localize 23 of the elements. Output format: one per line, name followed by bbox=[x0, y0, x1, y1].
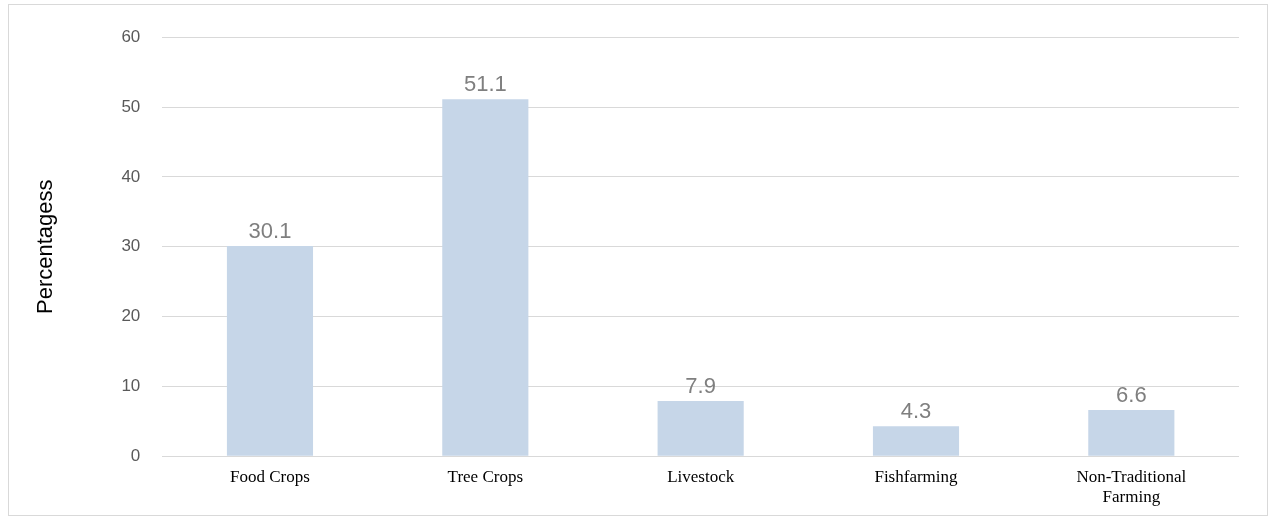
bar bbox=[442, 99, 529, 456]
bar bbox=[1088, 410, 1175, 456]
data-label: 6.6 bbox=[1116, 382, 1147, 408]
data-label: 7.9 bbox=[685, 373, 716, 399]
x-tick-label: Tree Crops bbox=[447, 466, 524, 486]
y-tick-label: 0 bbox=[130, 445, 141, 465]
y-tick-label: 50 bbox=[121, 96, 141, 116]
bar bbox=[226, 246, 314, 456]
y-tick-label: 30 bbox=[121, 236, 141, 256]
bar bbox=[872, 426, 960, 456]
x-tick-label: Non-Traditional Farming bbox=[1076, 466, 1187, 507]
y-tick-label: 60 bbox=[121, 26, 141, 46]
y-tick-label: 40 bbox=[121, 166, 141, 186]
data-label: 4.3 bbox=[900, 398, 932, 424]
data-label: 30.1 bbox=[248, 218, 292, 244]
x-tick-label: Fishfarming bbox=[874, 466, 959, 486]
y-axis-title: Percentagess bbox=[32, 179, 58, 314]
y-tick-label: 10 bbox=[121, 376, 141, 396]
bar bbox=[657, 401, 744, 456]
x-tick-label: Livestock bbox=[667, 466, 735, 486]
y-tick-label: 20 bbox=[121, 306, 141, 326]
x-tick-label: Food Crops bbox=[230, 466, 310, 486]
data-label: 51.1 bbox=[463, 71, 507, 97]
